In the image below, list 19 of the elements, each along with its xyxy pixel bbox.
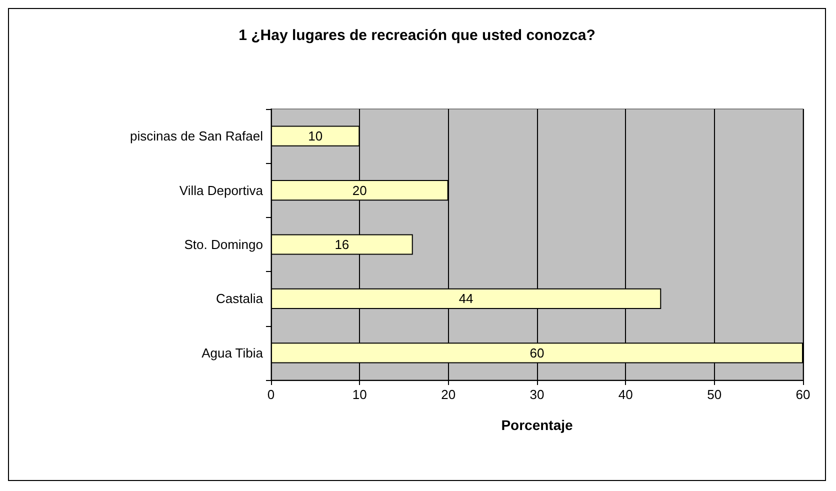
x-tick-label: 50	[707, 387, 722, 402]
chart-title: 1 ¿Hay lugares de recreación que usted conozca?	[238, 27, 596, 44]
y-tick-label: Castalia	[216, 291, 264, 306]
x-tick-label: 30	[530, 387, 544, 402]
y-tick-label: Agua Tibia	[202, 345, 264, 360]
x-tick-label: 40	[618, 387, 633, 402]
y-tick-label: piscinas de San Rafael	[130, 128, 264, 144]
x-tick-label: 20	[441, 387, 456, 402]
x-tick-label: 60	[796, 387, 810, 402]
x-axis-title: Porcentaje	[501, 417, 574, 433]
data-label: 16	[334, 237, 350, 252]
data-label: 60	[530, 345, 544, 360]
y-tick-label: Villa Deportiva	[179, 182, 264, 198]
x-tick-label: 0	[267, 387, 275, 402]
y-tick-label: Sto. Domingo	[184, 237, 263, 252]
data-label: 44	[458, 291, 474, 306]
x-tick-label: 10	[352, 387, 367, 402]
data-label: 10	[308, 128, 323, 144]
data-label: 20	[352, 182, 367, 198]
